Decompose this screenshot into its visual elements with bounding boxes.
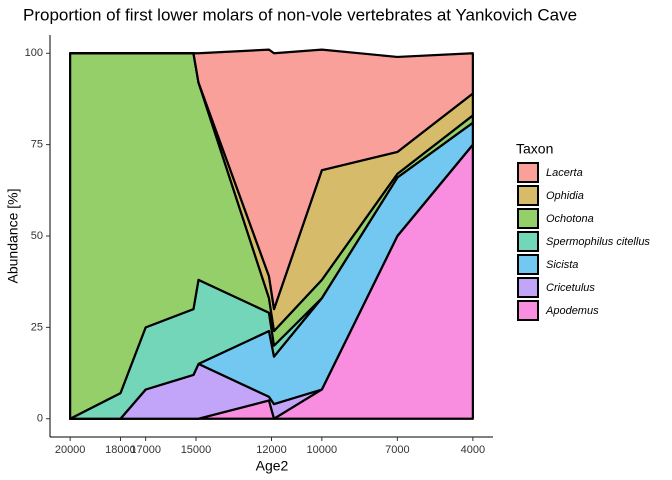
legend-key (517, 162, 539, 183)
legend-key (517, 300, 539, 321)
legend-key (517, 231, 539, 252)
legend-label: Ochotona (546, 213, 594, 225)
x-tick-label: 18000 (105, 444, 136, 456)
legend-label: Sicista (546, 259, 578, 271)
legend-key (517, 208, 539, 229)
x-tick-label: 20000 (55, 444, 86, 456)
legend-label: Apodemus (545, 305, 599, 317)
legend-label: Spermophilus citellus (546, 236, 650, 248)
y-tick-label: 0 (37, 413, 43, 425)
legend-label: Ophidia (546, 190, 584, 202)
legend-label: Cricetulus (546, 282, 595, 294)
y-tick-label: 50 (31, 230, 43, 242)
x-tick-label: 7000 (385, 444, 409, 456)
area (69, 48, 474, 311)
chart-title: Proportion of first lower molars of non-… (23, 5, 577, 24)
legend-key (517, 277, 539, 298)
x-axis-title: Age2 (256, 458, 289, 474)
x-tick-label: 15000 (181, 444, 212, 456)
x-tick-label: 17000 (130, 444, 161, 456)
y-tick-label: 25 (31, 321, 43, 333)
x-tick-label: 12000 (256, 444, 287, 456)
y-tick-label: 100 (25, 47, 43, 59)
x-tick-label: 4000 (461, 444, 485, 456)
y-axis-title: Abundance [%] (5, 189, 21, 284)
legend-label: Lacerta (546, 167, 583, 179)
y-tick-label: 75 (31, 139, 43, 151)
x-tick-label: 10000 (307, 444, 338, 456)
legend-title: Taxon (516, 141, 553, 157)
legend-key (517, 185, 539, 206)
legend-key (517, 254, 539, 275)
